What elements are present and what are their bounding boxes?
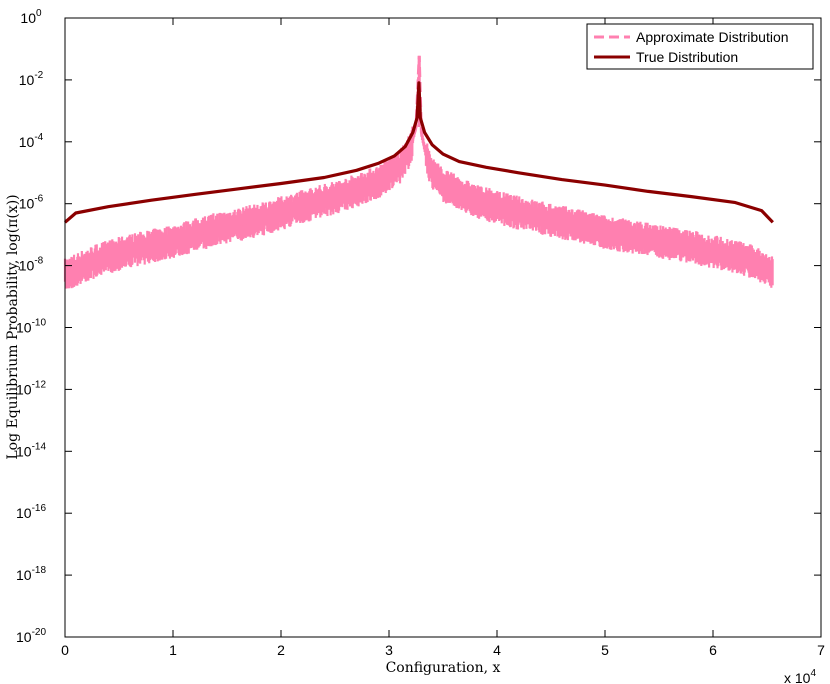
- approximate-distribution-noise: [63, 55, 774, 289]
- series-line-approximate-distribution: [64, 55, 774, 277]
- y-tick-label: 10-6: [19, 194, 44, 212]
- y-tick-label: 10-4: [19, 132, 44, 150]
- x-tick-label: 7: [817, 642, 825, 658]
- y-tick-label: 10-18: [16, 565, 46, 583]
- y-tick-label: 10-2: [19, 70, 44, 88]
- x-tick-label: 0: [61, 642, 69, 658]
- y-tick-label: 10-14: [16, 441, 46, 459]
- x-tick-label: 5: [601, 642, 609, 658]
- legend-box: [586, 23, 814, 70]
- y-tick-label: 10-10: [16, 318, 46, 336]
- plot-area: [65, 18, 821, 637]
- x-tick-label: 6: [709, 642, 717, 658]
- x-tick-label: 4: [493, 642, 501, 658]
- x-axis-multiplier: x 104: [784, 668, 816, 684]
- series-line-true-distribution: [63, 81, 774, 224]
- x-tick-label: 1: [169, 642, 177, 658]
- x-tick-label: 2: [277, 642, 285, 658]
- y-axis-ticks: 100 10-2 10-4 10-6 10-8 10-10 10-12 10-14 10-16 1…: [16, 8, 821, 645]
- y-tick-label: 10-20: [16, 627, 46, 645]
- legend-label-approximate-distribution: Approximate Distribution: [636, 29, 789, 45]
- y-tick-label: 100: [20, 8, 42, 26]
- legend-label-true-distribution: True Distribution: [636, 49, 738, 65]
- y-tick-label: 10-16: [16, 503, 46, 521]
- legend: Approximate Distribution True Distributi…: [586, 23, 814, 70]
- y-tick-label: 10-8: [19, 256, 44, 274]
- x-tick-label: 3: [385, 642, 393, 658]
- x-axis-label: Configuration, x: [386, 660, 501, 676]
- y-tick-label: 10-12: [16, 379, 46, 397]
- y-axis-label: Log Equilibrium Probability, log(π(x)): [5, 194, 21, 459]
